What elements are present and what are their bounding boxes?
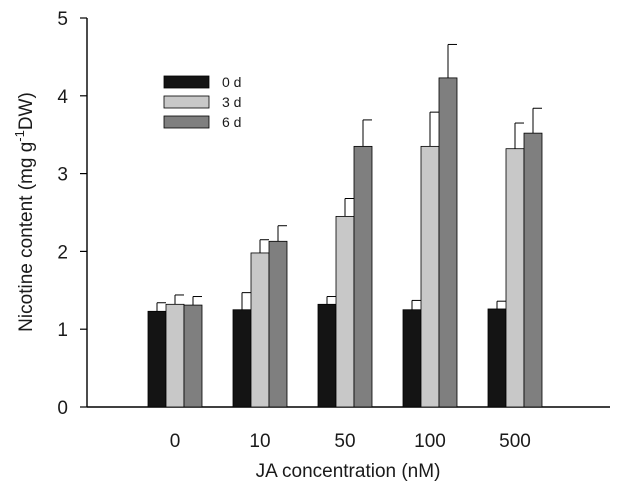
bar	[165, 303, 185, 408]
y-axis-title: Nicotine content (mg g-1DW)	[12, 92, 37, 332]
bar	[353, 145, 373, 408]
legend: 0 d 3 d 6 d	[163, 74, 241, 130]
y-tick-label: 2	[57, 242, 68, 263]
bar	[505, 148, 525, 408]
bar	[268, 240, 288, 408]
y-tick-label: 1	[57, 320, 68, 341]
bar	[438, 77, 458, 408]
bars	[147, 77, 543, 408]
x-tick-label: 100	[414, 431, 446, 452]
legend-swatch	[163, 115, 210, 129]
x-axis-title: JA concentration (nM)	[256, 461, 441, 482]
y-tick-label: 4	[57, 87, 68, 108]
x-tick-label: 10	[249, 431, 270, 452]
bar	[487, 308, 507, 408]
legend-label: 3 d	[222, 94, 241, 110]
x-tick-label: 50	[334, 431, 355, 452]
y-tick-label: 0	[57, 398, 68, 419]
bar	[232, 309, 252, 408]
bar	[420, 145, 440, 408]
legend-swatch	[163, 95, 210, 109]
y-axis-title-main: Nicotine content (mg g	[16, 142, 37, 332]
error-bars	[156, 43, 542, 312]
bar	[250, 252, 270, 408]
bar	[183, 304, 203, 408]
y-axis-title-tail: DW)	[16, 92, 37, 130]
bar	[402, 309, 422, 408]
bar	[523, 132, 543, 408]
legend-swatch	[163, 75, 210, 89]
y-tick-label: 5	[57, 9, 68, 30]
legend-label: 0 d	[222, 74, 241, 90]
x-tick-label: 0	[170, 431, 181, 452]
x-ticks: 0 10 50 100 500	[170, 431, 531, 452]
legend-label: 6 d	[222, 114, 241, 130]
bar	[147, 310, 167, 408]
y-ticks: 0 1 2 3 4 5	[57, 9, 87, 419]
bar	[317, 303, 337, 408]
x-tick-label: 500	[499, 431, 531, 452]
bar	[335, 215, 355, 408]
y-axis-title-superscript: -1	[12, 130, 27, 142]
y-tick-label: 3	[57, 165, 68, 186]
